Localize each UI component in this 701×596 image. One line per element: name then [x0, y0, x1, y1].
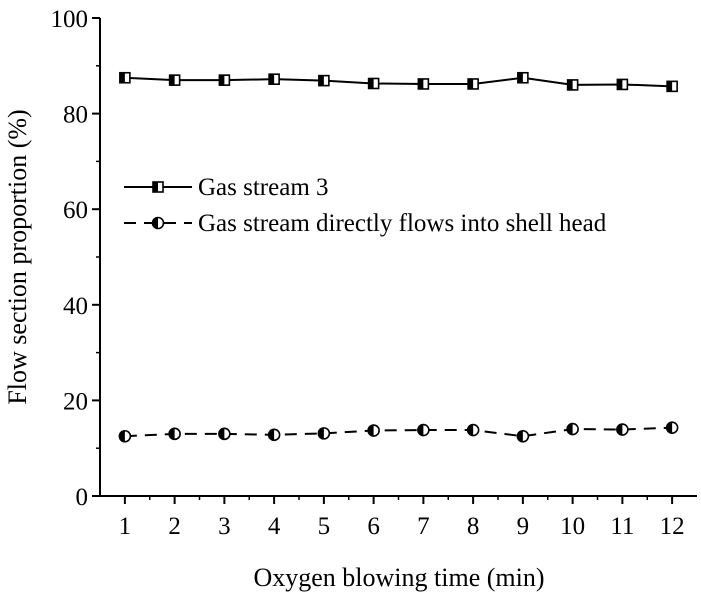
y-tick-label-80: 80: [63, 102, 88, 129]
marker-square-fill: [269, 74, 275, 85]
x-tick-label-5: 5: [318, 513, 331, 540]
legend-marker: [151, 216, 165, 230]
legend-item-gas-stream-3: Gas stream 3: [124, 174, 329, 201]
marker-circle-fill: [567, 423, 573, 435]
series-line-0: [124, 76, 673, 88]
marker-square-fill: [667, 81, 673, 92]
x-tick-label-9: 9: [517, 513, 530, 540]
data-point-s0-x5: [318, 74, 330, 87]
y-axis-ticks: 0 20 40 60 80 100: [51, 6, 100, 511]
legend: Gas stream 3 Gas stream directly flows i…: [124, 174, 607, 237]
data-point-s1-x7: [417, 423, 430, 437]
x-tick-label-10: 10: [560, 513, 585, 540]
y-tick-label-60: 60: [63, 197, 88, 224]
marker-circle-fill: [616, 424, 623, 436]
data-point-s1-x6: [367, 424, 380, 437]
data-point-s1-x10: [566, 422, 579, 436]
data-point-s1-x3: [218, 427, 231, 441]
data-point-s0-x6: [367, 77, 380, 90]
x-tick-label-8: 8: [467, 513, 480, 540]
legend-symbol-shell-head: [124, 216, 192, 230]
x-tick-label-11: 11: [610, 513, 634, 540]
data-point-s0-x9: [517, 71, 529, 84]
marker-square-fill: [318, 75, 324, 86]
x-axis-title: Oxygen blowing time (min): [253, 563, 544, 592]
marker-square-fill: [617, 79, 623, 90]
data-point-s0-x3: [218, 74, 231, 86]
y-tick-label-100: 100: [51, 6, 89, 33]
y-tick-label-0: 0: [76, 484, 89, 511]
legend-symbol-gas-stream-3: [124, 181, 192, 193]
marker-circle-fill: [417, 424, 424, 436]
legend-label-shell-head: Gas stream directly flows into shell hea…: [198, 210, 607, 237]
x-tick-label-7: 7: [417, 513, 430, 540]
marker-square-fill: [119, 72, 125, 83]
series-layer: [118, 71, 679, 443]
data-point-s0-x2: [168, 74, 181, 86]
data-point-s1-x1: [118, 429, 132, 443]
marker-square-fill: [567, 79, 573, 90]
x-tick-label-2: 2: [168, 513, 181, 540]
legend-marker: [152, 181, 164, 193]
marker-square-fill: [169, 75, 175, 86]
y-tick-label-40: 40: [63, 293, 88, 320]
x-tick-label-6: 6: [367, 513, 380, 540]
data-point-s1-x2: [168, 427, 181, 441]
data-point-s1-x5: [317, 427, 331, 440]
marker-circle-fill: [169, 428, 175, 440]
legend-label-gas-stream-3: Gas stream 3: [198, 174, 329, 201]
marker-circle-fill: [517, 430, 523, 442]
marker-square-fill: [368, 78, 374, 89]
data-point-s1-x4: [267, 428, 281, 442]
marker-square-fill: [219, 75, 225, 86]
marker-square-fill: [468, 78, 474, 89]
marker-circle-fill: [318, 427, 324, 439]
marker-circle-fill: [218, 428, 225, 440]
data-point-s0-x10: [566, 79, 579, 91]
marker-circle-fill: [152, 217, 158, 229]
data-point-s0-x8: [467, 78, 479, 90]
data-point-s0-x7: [417, 78, 430, 90]
marker-square-fill: [418, 78, 424, 89]
marker-square-fill: [517, 72, 523, 83]
data-point-s1-x8: [466, 423, 480, 437]
plot-area: [99, 18, 697, 497]
series-0: [119, 71, 678, 93]
data-point-s1-x9: [516, 429, 530, 443]
data-point-s0-x1: [119, 71, 131, 84]
data-point-s0-x4: [268, 73, 280, 85]
data-point-s1-x12: [665, 421, 679, 434]
marker-circle-fill: [119, 430, 125, 442]
data-point-s1-x11: [616, 423, 629, 436]
y-tick-label-20: 20: [63, 388, 88, 415]
x-tick-label-12: 12: [660, 513, 685, 540]
x-tick-label-3: 3: [218, 513, 231, 540]
x-axis-ticks: 1 2 3 4 5 6 7 8 9 10 11 12: [119, 496, 685, 540]
series-line-1: [124, 426, 673, 438]
marker-circle-fill: [268, 429, 275, 441]
marker-circle-fill: [666, 422, 673, 434]
data-point-s0-x11: [616, 78, 629, 91]
marker-circle-fill: [467, 424, 474, 436]
x-tick-label-1: 1: [119, 513, 132, 540]
marker-circle-fill: [368, 425, 374, 437]
marker-square-fill: [153, 182, 158, 192]
series-1: [118, 421, 679, 443]
data-point-s0-x12: [666, 80, 678, 93]
x-tick-label-4: 4: [268, 513, 281, 540]
legend-item-shell-head: Gas stream directly flows into shell hea…: [124, 210, 607, 237]
y-axis-title: Flow section proportion (%): [3, 109, 32, 404]
